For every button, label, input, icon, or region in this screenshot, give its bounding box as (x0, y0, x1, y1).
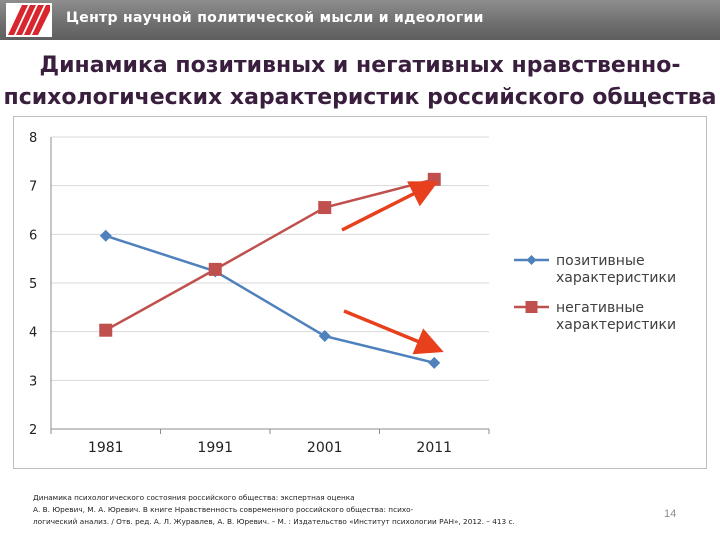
legend-label-2-word-1: негативные (556, 300, 644, 316)
series-line-1 (105, 234, 435, 365)
y-tick-label-2: 2 (29, 423, 37, 438)
chart-frame: 2 3 4 5 6 7 8 1981 1991 2001 2011 позитивные характе… (13, 116, 707, 469)
trend-arrow-up (341, 181, 439, 232)
x-tick-label-2001: 2001 (307, 440, 343, 456)
legend-label-1-word-2: характеристики (556, 270, 676, 286)
citation-line-3: логический анализ. / Отв. ред. А. Л. Жур… (33, 517, 515, 526)
y-tick-label-6: 6 (29, 228, 37, 243)
series-1-point-2011 (428, 356, 441, 369)
y-tick-label-4: 4 (29, 326, 37, 341)
citation-line-1: Динамика психологического состояния росс… (33, 493, 355, 502)
organization-name: Центр научной политической мысли и идеол… (66, 10, 484, 26)
x-tick-label-1981: 1981 (88, 440, 124, 456)
y-tick-label-7: 7 (29, 180, 37, 195)
logo-icon (6, 3, 52, 37)
y-tick-label-5: 5 (29, 277, 37, 292)
legend-marker-1 (526, 255, 537, 265)
y-tick-label-3: 3 (29, 374, 37, 389)
slide-title: Динамика позитивных и негативных нравств… (0, 50, 720, 114)
y-tick-label-8: 8 (29, 131, 37, 146)
series-2-point-2001 (318, 201, 332, 215)
header-bar: Центр научной политической мысли и идеол… (0, 0, 720, 40)
page-number: 14 (664, 508, 677, 520)
x-tick-label-1991: 1991 (197, 440, 233, 456)
legend-label-1-word-1: позитивные (556, 253, 645, 269)
series-1-point-1981 (99, 229, 112, 242)
citation-line-2: А. В. Юревич, М. А. Юревич. В книге Нрав… (33, 505, 414, 514)
series-2-point-1981 (99, 323, 113, 337)
legend-label-2-word-2: характеристики (556, 317, 676, 333)
citation: Динамика психологического состояния росс… (33, 492, 633, 528)
legend-label-1: позитивные характеристики (556, 253, 676, 286)
x-tick-label-2011: 2011 (416, 440, 452, 456)
trend-arrow-down (343, 309, 444, 355)
legend-label-2: негативные характеристики (556, 300, 676, 333)
series-2-point-1991 (208, 262, 222, 276)
series-1-point-2001 (318, 330, 331, 343)
slide-title-line-1: Динамика позитивных и негативных нравств… (39, 53, 681, 78)
series-line-2 (105, 178, 435, 332)
legend-marker-2 (525, 301, 538, 313)
series-2-point-2011 (427, 172, 441, 186)
slide-title-line-2: психологических характеристик российског… (3, 85, 717, 110)
